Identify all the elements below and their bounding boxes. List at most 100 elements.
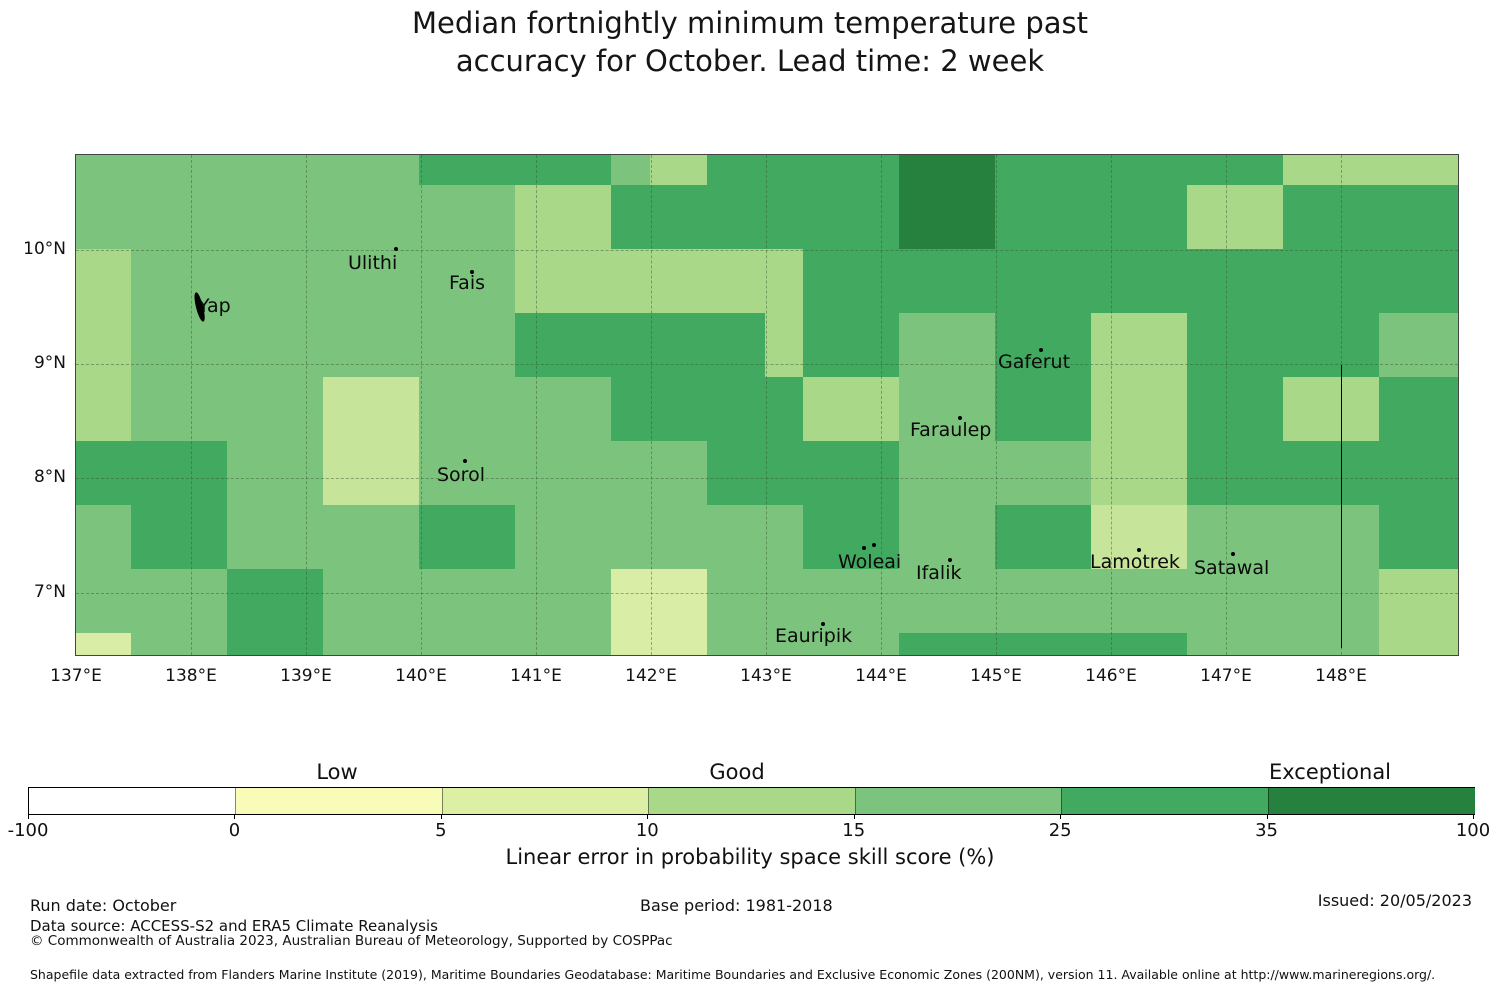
meridian-gridline — [1226, 155, 1227, 655]
skill-cell — [76, 569, 227, 633]
chart-title-line1: Median fortnightly minimum temperature p… — [412, 6, 1088, 40]
island-label-fais: Fais — [449, 272, 486, 294]
skill-cell — [131, 313, 515, 377]
skill-cell — [76, 633, 131, 655]
island-label-woleai: Woleai — [838, 551, 902, 573]
skill-cell — [611, 633, 707, 655]
island-dot-lamotrek — [1137, 548, 1141, 552]
colorbar-tick-label: 10 — [635, 820, 659, 841]
skill-cell — [1379, 505, 1458, 569]
meridian-gridline — [191, 155, 192, 655]
skill-cell — [707, 155, 899, 185]
colorbar-tickmark — [28, 814, 29, 819]
skill-cell — [1187, 633, 1379, 655]
skill-cell — [131, 377, 323, 441]
x-tick-label: 145°E — [970, 666, 1022, 686]
x-tick-label: 144°E — [855, 666, 907, 686]
y-tick-label: 7°N — [33, 582, 66, 602]
island-label-eauripik: Eauripik — [775, 625, 853, 647]
skill-cell — [1091, 313, 1187, 377]
skill-cell — [803, 377, 899, 441]
skill-cell — [803, 505, 899, 569]
colorbar-segment — [1267, 788, 1475, 814]
meridian-gridline — [996, 155, 997, 655]
skill-cell — [131, 633, 227, 655]
x-tick-label: 147°E — [1200, 666, 1252, 686]
colorbar-segment — [29, 788, 236, 814]
colorbar-tickmark — [1473, 814, 1474, 819]
parallel-gridline — [76, 250, 1458, 251]
x-tick-label: 142°E — [625, 666, 677, 686]
island-dot-satawal — [1231, 552, 1235, 556]
skill-cell — [611, 155, 650, 185]
skill-cell — [323, 569, 611, 633]
island-dot-eauripik — [821, 622, 825, 626]
skill-cell — [419, 377, 611, 441]
skill-cell — [227, 505, 419, 569]
skill-cell — [515, 185, 611, 249]
island-dot-faraulep — [958, 416, 962, 420]
skill-cell — [515, 505, 803, 569]
skill-cell — [76, 249, 131, 313]
skill-cell — [995, 505, 1091, 569]
skill-cell — [419, 441, 707, 505]
skill-cell — [227, 569, 323, 633]
island-label-ulithi: Ulithi — [348, 252, 398, 274]
meridian-gridline — [881, 155, 882, 655]
x-tick-label: 148°E — [1315, 666, 1367, 686]
skill-cell — [1187, 185, 1283, 249]
colorbar-tickmark — [234, 814, 236, 819]
skill-cell — [707, 569, 1379, 633]
run-date-text: Run date: October — [30, 896, 177, 915]
island-dot-gaferut — [1039, 348, 1043, 352]
skill-cell — [76, 155, 419, 185]
skill-cell — [899, 633, 1187, 655]
colorbar-segment — [441, 788, 650, 814]
skill-cell — [323, 377, 419, 441]
shapefile-attribution-text: Shapefile data extracted from Flanders M… — [30, 967, 1436, 982]
skill-cell — [1187, 441, 1458, 505]
skill-cell — [1091, 377, 1187, 441]
skill-cell — [419, 155, 611, 185]
skill-cell — [611, 377, 803, 441]
colorbar-category-exceptional: Exceptional — [1268, 760, 1392, 784]
x-tick-label: 143°E — [740, 666, 792, 686]
skill-cell — [611, 569, 707, 633]
skill-cell — [323, 441, 419, 505]
x-tick-label: 140°E — [395, 666, 447, 686]
issued-date-text: Issued: 20/05/2023 — [1317, 891, 1472, 910]
colorbar-category-low: Low — [316, 760, 358, 784]
skill-cell — [803, 249, 1458, 313]
island-dot-ulithi — [394, 247, 398, 251]
skill-cell — [1379, 633, 1458, 655]
skill-cell — [899, 441, 1091, 505]
colorbar-category-good: Good — [709, 760, 765, 784]
colorbar-tick-label: 100 — [1455, 820, 1491, 841]
colorbar-tick-label: 0 — [228, 820, 241, 841]
colorbar-tickmark — [647, 814, 649, 819]
island-label-lamotrek: Lamotrek — [1090, 551, 1180, 573]
y-tick-label: 8°N — [33, 467, 66, 487]
skill-cell — [995, 377, 1091, 441]
skill-cell — [419, 505, 515, 569]
island-label-satawal: Satawal — [1194, 557, 1270, 579]
chart-title: Median fortnightly minimum temperature p… — [0, 4, 1500, 80]
skill-cell — [1091, 505, 1187, 569]
island-label-yap: Yap — [198, 295, 231, 317]
meridian-gridline — [421, 155, 422, 655]
x-tick-label: 146°E — [1085, 666, 1137, 686]
island-label-sorol: Sorol — [437, 464, 485, 486]
colorbar — [28, 787, 1475, 815]
skill-cell — [707, 633, 899, 655]
skill-cell — [515, 313, 765, 377]
skill-cell — [899, 313, 995, 377]
island-dot-sorol — [463, 459, 467, 463]
island-label-gaferut: Gaferut — [998, 351, 1071, 373]
skill-cell — [899, 185, 995, 249]
skill-cell — [76, 377, 131, 441]
skill-cell — [515, 249, 803, 313]
colorbar-segment — [1061, 788, 1269, 814]
colorbar-tick-label: 35 — [1255, 820, 1279, 841]
colorbar-tick-label: 25 — [1048, 820, 1072, 841]
